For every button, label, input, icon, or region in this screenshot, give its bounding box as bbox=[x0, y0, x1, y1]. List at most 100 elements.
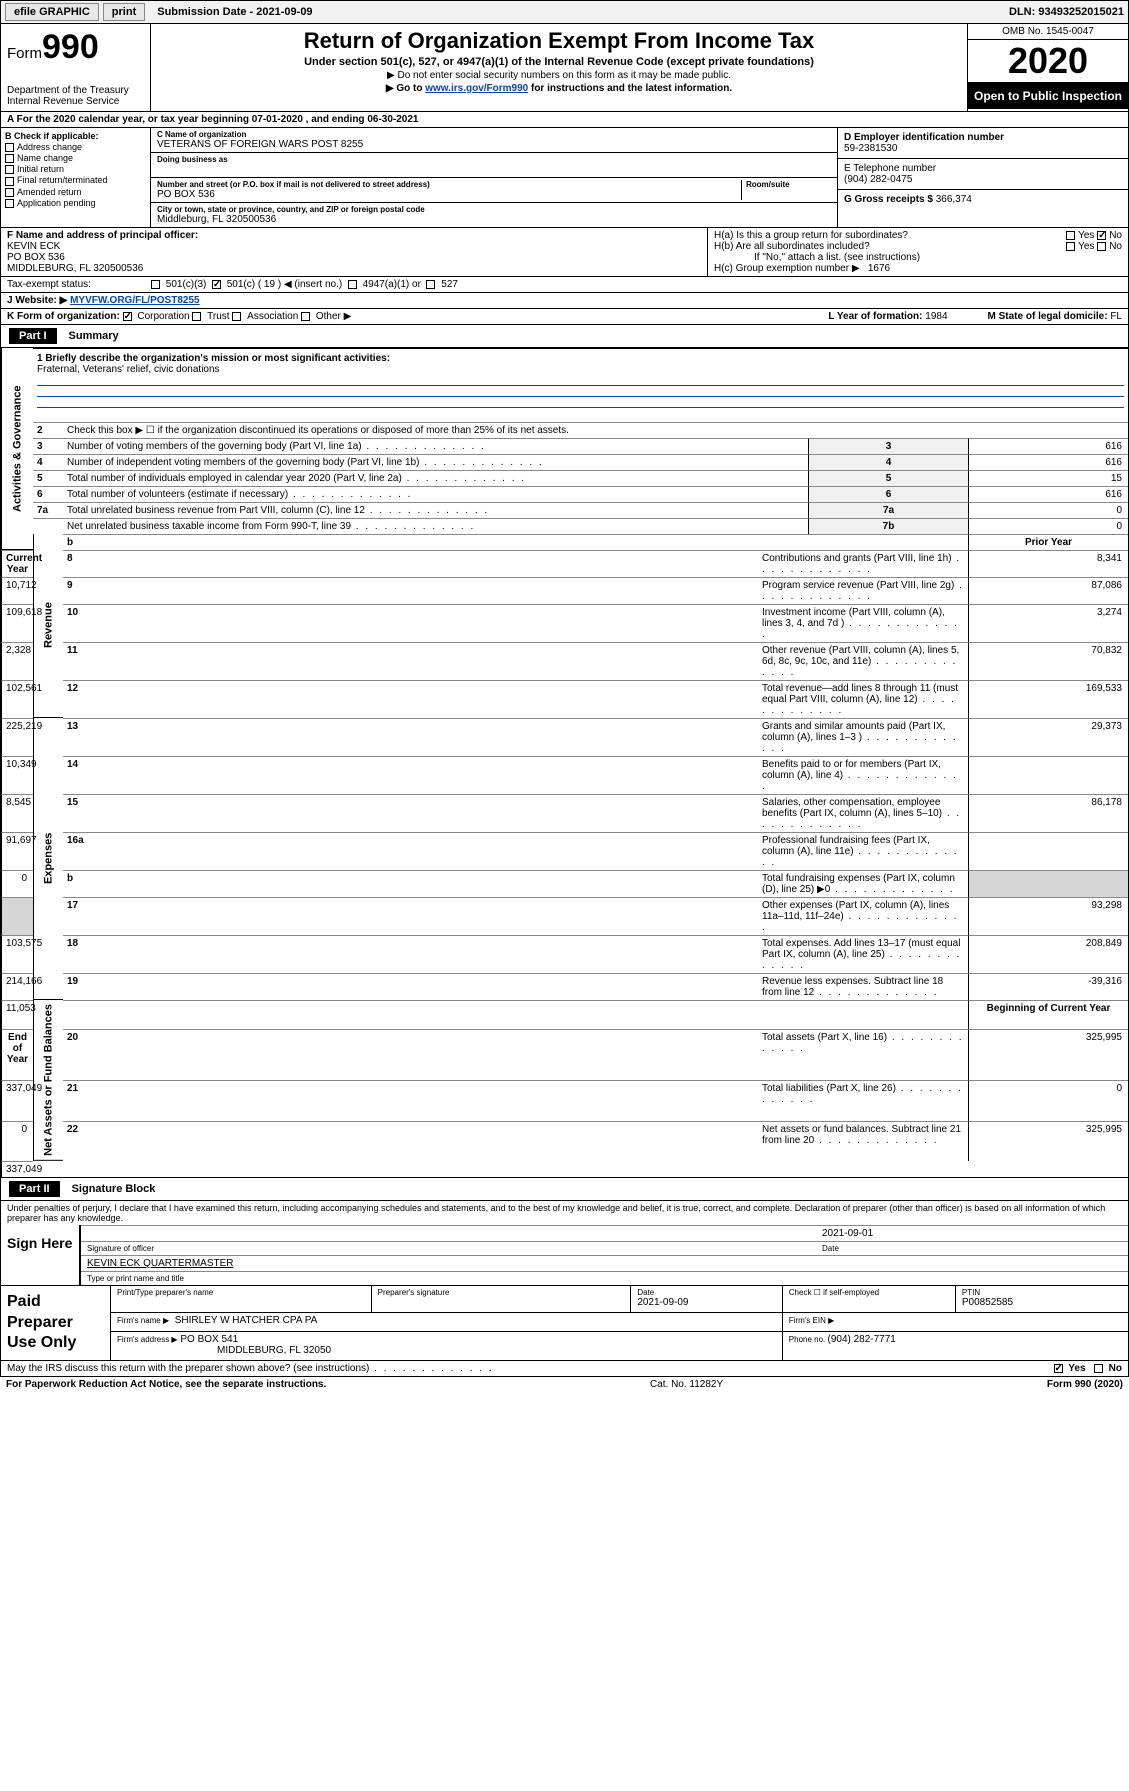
checkbox-name-change[interactable] bbox=[5, 154, 14, 163]
side-label-expenses: Expenses bbox=[33, 718, 63, 1000]
checkbox-discuss-yes[interactable] bbox=[1054, 1364, 1063, 1373]
top-toolbar: efile GRAPHIC print Submission Date - 20… bbox=[0, 0, 1129, 24]
print-button[interactable]: print bbox=[103, 3, 145, 21]
header-title-block: Return of Organization Exempt From Incom… bbox=[151, 24, 968, 111]
paid-preparer-block: Paid Preparer Use Only Print/Type prepar… bbox=[0, 1286, 1129, 1361]
col-beginning: Beginning of Current Year bbox=[968, 1000, 1128, 1029]
ptin: P00852585 bbox=[962, 1297, 1122, 1308]
checkbox-final-return[interactable] bbox=[5, 177, 14, 186]
checkbox-hb-yes[interactable] bbox=[1066, 242, 1075, 251]
net-line-21: Total liabilities (Part X, line 26) bbox=[758, 1080, 968, 1120]
rev-prior-8: 8,341 bbox=[968, 550, 1128, 577]
checkbox-amended[interactable] bbox=[5, 188, 14, 197]
form-number: Form990 bbox=[7, 28, 144, 67]
rev-curr-9: 109,618 bbox=[1, 604, 33, 642]
entity-info-grid: B Check if applicable: Address change Na… bbox=[0, 128, 1129, 228]
perjury-declaration: Under penalties of perjury, I declare th… bbox=[1, 1201, 1128, 1225]
checkbox-527[interactable] bbox=[426, 280, 435, 289]
omb-number: OMB No. 1545-0047 bbox=[968, 24, 1128, 40]
section-b-checkboxes: B Check if applicable: Address change Na… bbox=[1, 128, 151, 227]
checkbox-hb-no[interactable] bbox=[1097, 242, 1106, 251]
col-end: End of Year bbox=[1, 1029, 33, 1080]
summary-val-3: 616 bbox=[968, 438, 1128, 454]
net-end-21: 0 bbox=[1, 1121, 33, 1161]
group-exemption-number: 1676 bbox=[868, 263, 890, 274]
exp-prior-b bbox=[968, 870, 1128, 897]
mission-description: 1 Briefly describe the organization's mi… bbox=[33, 348, 1128, 422]
form-title: Return of Organization Exempt From Incom… bbox=[157, 28, 961, 54]
net-line-22: Net assets or fund balances. Subtract li… bbox=[758, 1121, 968, 1161]
checkbox-application-pending[interactable] bbox=[5, 199, 14, 208]
checkbox-4947[interactable] bbox=[348, 280, 357, 289]
efile-graphic-button[interactable]: efile GRAPHIC bbox=[5, 3, 99, 21]
sign-here-label: Sign Here bbox=[1, 1225, 81, 1285]
form-footer: Form 990 (2020) bbox=[1047, 1379, 1123, 1390]
firm-city: MIDDLEBURG, FL 32050 bbox=[217, 1345, 331, 1356]
summary-val-7b: 0 bbox=[968, 518, 1128, 534]
summary-val-5: 15 bbox=[968, 470, 1128, 486]
form990-link[interactable]: www.irs.gov/Form990 bbox=[425, 83, 528, 94]
rev-line-9: Program service revenue (Part VIII, line… bbox=[758, 577, 968, 604]
cat-number: Cat. No. 11282Y bbox=[650, 1379, 723, 1390]
section-c-name-address: C Name of organization VETERANS OF FOREI… bbox=[151, 128, 838, 227]
tax-exempt-status-row: Tax-exempt status: 501(c)(3) 501(c) ( 19… bbox=[0, 277, 1129, 293]
exp-curr-15: 91,697 bbox=[1, 832, 33, 870]
checkbox-trust[interactable] bbox=[192, 312, 201, 321]
checkbox-initial-return[interactable] bbox=[5, 165, 14, 174]
summary-val-6: 616 bbox=[968, 486, 1128, 502]
exp-line-19: Revenue less expenses. Subtract line 18 … bbox=[758, 973, 968, 1000]
rev-prior-12: 169,533 bbox=[968, 680, 1128, 718]
checkbox-discuss-no[interactable] bbox=[1094, 1364, 1103, 1373]
checkbox-corporation[interactable] bbox=[123, 312, 132, 321]
summary-val-4: 616 bbox=[968, 454, 1128, 470]
exp-prior-14 bbox=[968, 756, 1128, 794]
exp-prior-17: 93,298 bbox=[968, 897, 1128, 935]
exp-prior-18: 208,849 bbox=[968, 935, 1128, 973]
exp-prior-16a bbox=[968, 832, 1128, 870]
exp-line-b: Total fundraising expenses (Part IX, col… bbox=[758, 870, 968, 897]
summary-table: Activities & Governance1 Briefly describ… bbox=[0, 348, 1129, 1178]
exp-curr-19: 11,053 bbox=[1, 1000, 33, 1029]
rev-curr-8: 10,712 bbox=[1, 577, 33, 604]
org-address: PO BOX 536 bbox=[157, 189, 741, 200]
open-to-public: Open to Public Inspection bbox=[968, 83, 1128, 109]
summary-line-7b: Net unrelated business taxable income fr… bbox=[63, 518, 808, 534]
org-name: VETERANS OF FOREIGN WARS POST 8255 bbox=[157, 139, 831, 150]
form-subtitle: Under section 501(c), 527, or 4947(a)(1)… bbox=[157, 56, 961, 68]
exp-prior-15: 86,178 bbox=[968, 794, 1128, 832]
ein-value: 59-2381530 bbox=[844, 143, 1122, 154]
firm-address: PO BOX 541 bbox=[180, 1334, 238, 1345]
summary-line-5: Total number of individuals employed in … bbox=[63, 470, 808, 486]
section-d-ein: D Employer identification number 59-2381… bbox=[838, 128, 1128, 227]
ssn-note: ▶ Do not enter social security numbers o… bbox=[157, 70, 961, 81]
tax-period: A For the 2020 calendar year, or tax yea… bbox=[0, 112, 1129, 128]
checkbox-address-change[interactable] bbox=[5, 143, 14, 152]
group-return-section: H(a) Is this a group return for subordin… bbox=[708, 228, 1128, 276]
rev-prior-11: 70,832 bbox=[968, 642, 1128, 680]
year-of-formation: 1984 bbox=[925, 311, 947, 322]
rev-line-8: Contributions and grants (Part VIII, lin… bbox=[758, 550, 968, 577]
exp-prior-13: 29,373 bbox=[968, 718, 1128, 756]
net-line-20: Total assets (Part X, line 16) bbox=[758, 1029, 968, 1080]
side-label-activities: Activities & Governance bbox=[1, 348, 33, 550]
discuss-with-preparer-row: May the IRS discuss this return with the… bbox=[0, 1361, 1129, 1377]
rev-line-11: Other revenue (Part VIII, column (A), li… bbox=[758, 642, 968, 680]
firm-phone: (904) 282-7771 bbox=[827, 1334, 895, 1345]
checkbox-other[interactable] bbox=[301, 312, 310, 321]
exp-line-16a: Professional fundraising fees (Part IX, … bbox=[758, 832, 968, 870]
checkbox-501c3[interactable] bbox=[151, 280, 160, 289]
line-2-checkbox-note: Check this box ▶ ☐ if the organization d… bbox=[63, 422, 1128, 438]
checkbox-ha-yes[interactable] bbox=[1066, 231, 1075, 240]
rev-curr-10: 2,328 bbox=[1, 642, 33, 680]
summary-line-4: Number of independent voting members of … bbox=[63, 454, 808, 470]
rev-line-10: Investment income (Part VIII, column (A)… bbox=[758, 604, 968, 642]
checkbox-association[interactable] bbox=[232, 312, 241, 321]
exp-line-13: Grants and similar amounts paid (Part IX… bbox=[758, 718, 968, 756]
checkbox-501c[interactable] bbox=[212, 280, 221, 289]
side-label-net-assets: Net Assets or Fund Balances bbox=[33, 1000, 63, 1161]
website-link[interactable]: MYVFW.ORG/FL/POST8255 bbox=[70, 295, 199, 306]
checkbox-ha-no[interactable] bbox=[1097, 231, 1106, 240]
org-city: Middleburg, FL 320500536 bbox=[157, 214, 831, 225]
net-beg-21: 0 bbox=[968, 1080, 1128, 1120]
rev-curr-12: 225,219 bbox=[1, 718, 33, 756]
